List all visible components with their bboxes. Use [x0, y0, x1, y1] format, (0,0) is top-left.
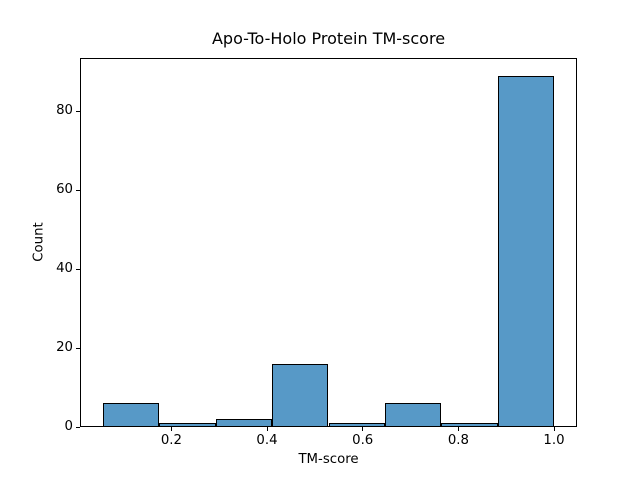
plot-area — [80, 58, 577, 427]
y-tick-label: 0 — [64, 419, 73, 434]
x-tick — [362, 427, 364, 431]
x-tick-label: 0.8 — [447, 433, 469, 448]
x-tick-label: 0.6 — [352, 433, 374, 448]
x-tick — [266, 427, 268, 431]
y-tick — [76, 110, 80, 112]
histogram-bar — [441, 423, 498, 427]
x-tick-label: 1.0 — [543, 433, 565, 448]
y-tick — [76, 189, 80, 191]
y-axis-label: Count — [31, 222, 47, 262]
x-tick — [170, 427, 172, 431]
histogram-bar — [272, 363, 329, 427]
y-tick-label: 80 — [56, 103, 73, 119]
x-axis-label: TM-score — [298, 452, 359, 467]
histogram-bar — [497, 75, 554, 427]
y-tick — [76, 347, 80, 349]
histogram-bar — [103, 403, 160, 427]
y-tick-label: 20 — [56, 340, 73, 355]
y-tick — [76, 426, 80, 428]
x-tick-label: 0.2 — [160, 433, 182, 448]
histogram-bar — [215, 419, 273, 427]
x-tick — [457, 427, 459, 431]
y-tick — [76, 268, 80, 270]
chart-title: Apo-To-Holo Protein TM-score — [211, 29, 446, 48]
histogram-bar — [328, 423, 385, 427]
y-tick-label: 40 — [56, 261, 73, 277]
histogram-bar — [384, 403, 442, 427]
x-tick — [553, 427, 555, 431]
y-tick-label: 60 — [56, 182, 73, 198]
x-tick-label: 0.4 — [256, 433, 278, 448]
histogram-bar — [159, 423, 216, 427]
